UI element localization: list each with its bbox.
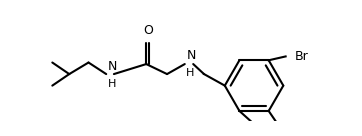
Text: N: N	[108, 60, 117, 72]
Text: H: H	[186, 68, 195, 78]
Text: O: O	[143, 24, 153, 37]
Text: N: N	[186, 49, 196, 62]
Text: Br: Br	[295, 50, 309, 63]
Text: H: H	[108, 79, 116, 89]
